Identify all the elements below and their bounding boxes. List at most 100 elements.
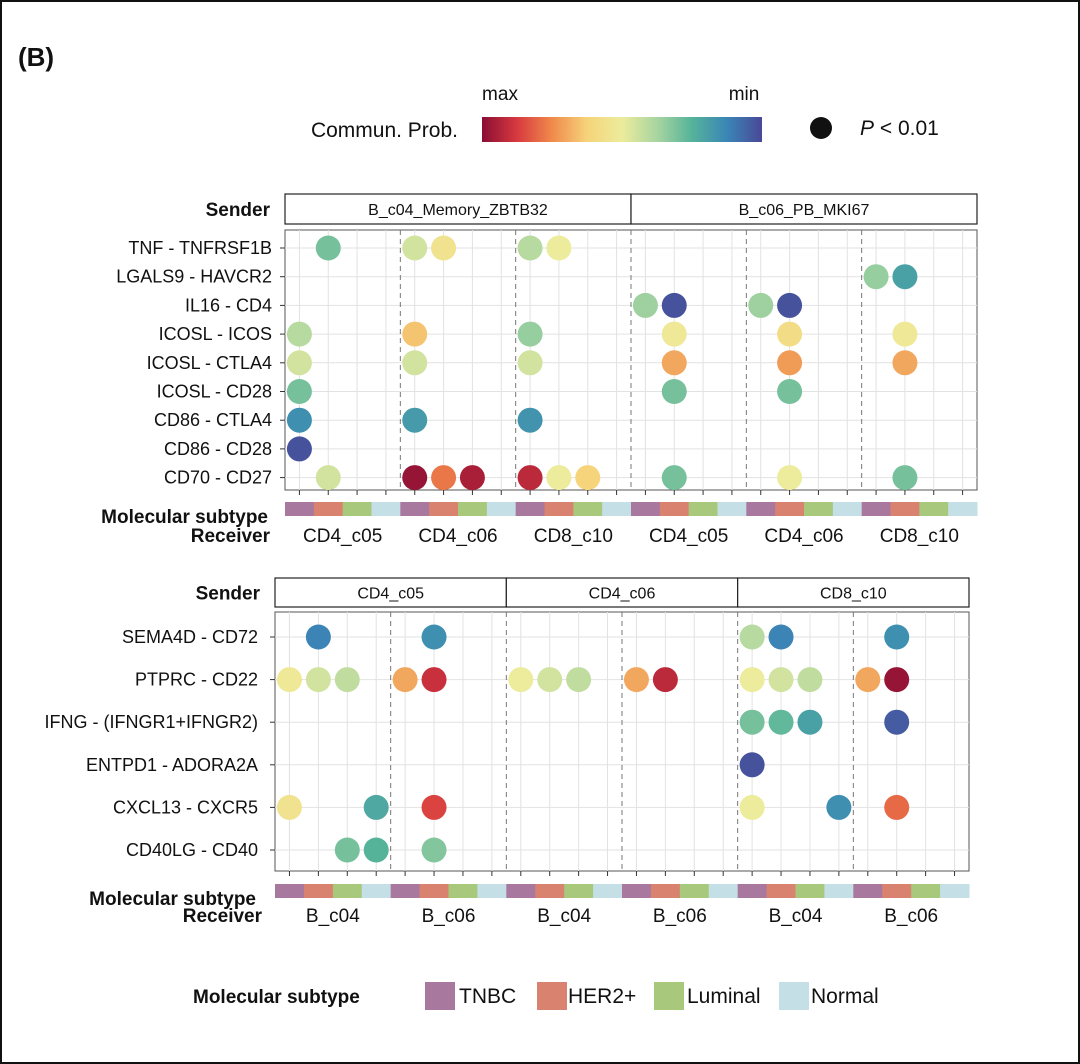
communication-dot bbox=[661, 379, 687, 404]
communication-dot bbox=[517, 321, 543, 347]
communication-dot bbox=[537, 667, 563, 693]
ligand-receptor-label: CXCL13 - CXCR5 bbox=[113, 797, 258, 817]
ligand-receptor-label: TNF - TNFRSF1B bbox=[128, 238, 272, 258]
communication-dot bbox=[826, 794, 852, 820]
communication-dot bbox=[421, 794, 447, 820]
subtype-band-cell bbox=[882, 884, 912, 898]
receiver-label: CD4_c05 bbox=[649, 526, 728, 547]
legend-swatch-luminal bbox=[654, 982, 684, 1010]
subtype-band-cell bbox=[717, 502, 747, 516]
subtype-band-cell bbox=[631, 502, 661, 516]
subtype-band-cell bbox=[602, 502, 632, 516]
sender-label: CD4_c06 bbox=[589, 586, 656, 603]
communication-dot bbox=[421, 624, 447, 650]
pvalue-text: < 0.01 bbox=[874, 117, 939, 140]
sender-label: CD4_c05 bbox=[357, 586, 424, 603]
bottom-dot-panel: Sender CD4_c05 CD4_c06 CD8_c10 SEMA4D - CD72… bbox=[44, 577, 970, 927]
communication-dot bbox=[276, 794, 302, 820]
subtype-band-cell bbox=[766, 884, 796, 898]
subtype-band-cell bbox=[746, 502, 776, 516]
communication-dot bbox=[661, 292, 687, 318]
communication-dot bbox=[286, 321, 312, 347]
communication-dot bbox=[739, 624, 765, 650]
communication-dot bbox=[777, 379, 803, 404]
subtype-band-cell bbox=[361, 884, 392, 898]
legend-swatch-her2 bbox=[537, 982, 567, 1010]
ligand-receptor-label: ICOSL - CTLA4 bbox=[147, 353, 272, 373]
subtype-band-cell bbox=[544, 502, 574, 516]
communication-dot bbox=[517, 235, 543, 261]
ligand-receptor-label: CD40LG - CD40 bbox=[126, 840, 258, 860]
subtype-band-cell bbox=[861, 502, 891, 516]
communication-dot bbox=[855, 667, 881, 693]
subtype-band-cell bbox=[948, 502, 978, 516]
subtype-band-cell bbox=[285, 502, 315, 516]
communication-dot bbox=[797, 667, 823, 693]
subtype-band-cell bbox=[564, 884, 594, 898]
sender-label: B_c04_Memory_ZBTB32 bbox=[368, 202, 548, 219]
ligand-receptor-label: IL16 - CD4 bbox=[185, 295, 272, 315]
receiver-label: B_c06 bbox=[653, 906, 707, 927]
ligand-receptor-label: CD86 - CD28 bbox=[164, 439, 272, 459]
subtype-band-cell bbox=[659, 502, 690, 516]
communication-dot bbox=[652, 667, 678, 693]
communication-dot bbox=[315, 465, 341, 491]
subtype-band-cell bbox=[506, 884, 536, 898]
communication-dot bbox=[276, 667, 302, 693]
ligand-receptor-label: LGALS9 - HAVCR2 bbox=[116, 267, 272, 287]
ligand-receptor-label: ENTPD1 - ADORA2A bbox=[86, 755, 258, 775]
subtype-band-cell bbox=[419, 884, 449, 898]
communication-dot bbox=[517, 407, 543, 433]
sender-strip bbox=[737, 577, 970, 608]
pvalue-legend: P < 0.01 bbox=[860, 117, 939, 140]
subtype-band-cell bbox=[342, 502, 372, 516]
communication-dot bbox=[623, 667, 649, 693]
subtype-band-cell bbox=[303, 884, 334, 898]
subtype-band-cell bbox=[429, 502, 459, 516]
subtype-band-cell bbox=[593, 884, 623, 898]
ligand-receptor-label: IFNG - (IFNGR1+IFNGR2) bbox=[44, 712, 258, 732]
subtype-band-cell bbox=[919, 502, 949, 516]
ligand-receptor-label: CD70 - CD27 bbox=[164, 468, 272, 488]
subtype-band-cell bbox=[824, 884, 854, 898]
subtype-band-cell bbox=[332, 884, 363, 898]
communication-dot bbox=[431, 465, 457, 491]
subtype-band-cell bbox=[390, 884, 421, 898]
communication-dot bbox=[305, 667, 331, 693]
communication-dot bbox=[884, 667, 910, 693]
subtype-band-cell bbox=[458, 502, 488, 516]
ligand-receptor-label: CD86 - CTLA4 bbox=[154, 410, 272, 430]
communication-dot bbox=[575, 465, 601, 491]
sender-strip bbox=[630, 193, 978, 225]
receiver-label: B_c04 bbox=[537, 906, 591, 927]
subtype-band-cell bbox=[737, 884, 768, 898]
communication-dot bbox=[402, 465, 428, 491]
subtype-band-cell bbox=[448, 884, 478, 898]
sender-strip bbox=[274, 577, 507, 608]
subtype-band-cell bbox=[650, 884, 681, 898]
sender-strip bbox=[505, 577, 739, 608]
subtype-band-cell bbox=[708, 884, 739, 898]
pvalue-symbol: P bbox=[860, 117, 874, 140]
communication-dot bbox=[431, 235, 457, 261]
communication-dot bbox=[421, 837, 447, 863]
receiver-axis-title: Receiver bbox=[191, 526, 271, 547]
subtype-band-cell bbox=[890, 502, 920, 516]
panel-label: (B) bbox=[18, 42, 54, 72]
legend-label-tnbc: TNBC bbox=[459, 985, 516, 1008]
subtype-band-cell bbox=[622, 884, 652, 898]
communication-dot bbox=[508, 667, 534, 693]
communication-dot bbox=[892, 465, 918, 491]
communication-dot bbox=[315, 235, 341, 261]
subtype-band-cell bbox=[775, 502, 805, 516]
ligand-receptor-label: PTPRC - CD22 bbox=[135, 670, 258, 690]
subtype-band-cell bbox=[515, 502, 545, 516]
subtype-axis-title: Molecular subtype bbox=[89, 889, 256, 910]
receiver-label: CD8_c10 bbox=[880, 526, 959, 547]
colorbar-min-label: min bbox=[729, 84, 760, 105]
communication-dot bbox=[517, 465, 543, 491]
receiver-axis-title: Receiver bbox=[183, 906, 263, 927]
subtype-band-cell bbox=[477, 884, 507, 898]
subtype-band-cell bbox=[795, 884, 825, 898]
